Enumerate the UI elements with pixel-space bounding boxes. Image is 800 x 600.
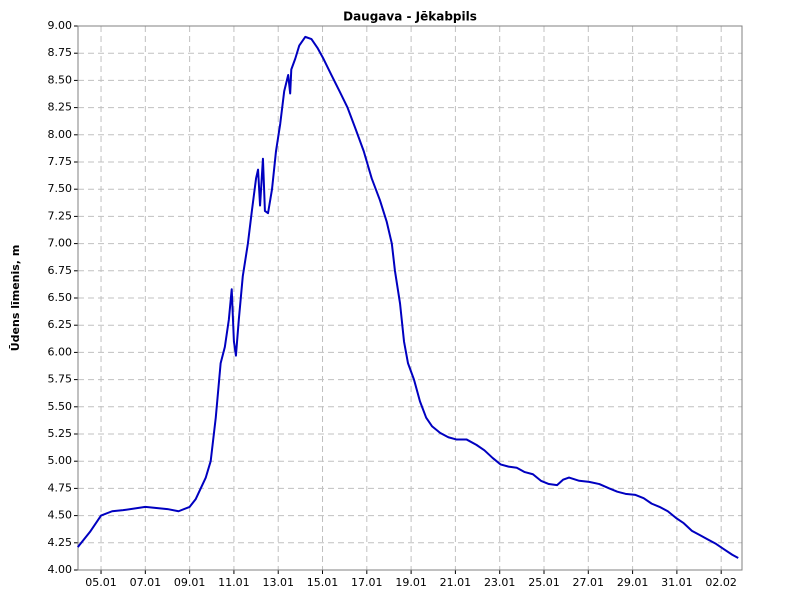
chart-title: Daugava - Jēkabpils — [343, 10, 477, 24]
y-tick-label: 8.75 — [48, 46, 73, 59]
y-tick-label: 6.50 — [48, 291, 73, 304]
x-tick-label: 21.01 — [440, 576, 472, 589]
x-tick-label: 02.02 — [705, 576, 737, 589]
y-tick-label: 5.25 — [48, 427, 73, 440]
y-tick-label: 7.00 — [48, 237, 73, 250]
x-tick-label: 07.01 — [130, 576, 162, 589]
x-tick-label: 31.01 — [661, 576, 693, 589]
x-tick-label: 09.01 — [174, 576, 206, 589]
y-tick-label: 7.75 — [48, 155, 73, 168]
x-tick-label: 13.01 — [262, 576, 294, 589]
y-tick-label: 4.00 — [48, 563, 73, 576]
x-tick-label: 11.01 — [218, 576, 250, 589]
y-tick-label: 7.25 — [48, 209, 73, 222]
plot-frame — [77, 25, 743, 571]
x-tick-label: 23.01 — [484, 576, 516, 589]
y-axis-label: Ūdens līmenis, m — [9, 245, 22, 352]
y-tick-label: 4.25 — [48, 536, 73, 549]
y-tick-label: 4.75 — [48, 481, 73, 494]
x-tick-label: 27.01 — [573, 576, 605, 589]
y-tick-label: 6.75 — [48, 264, 73, 277]
y-tick-label: 7.50 — [48, 182, 73, 195]
y-tick-label: 4.50 — [48, 509, 73, 522]
y-tick-label: 8.50 — [48, 73, 73, 86]
y-tick-label: 5.00 — [48, 454, 73, 467]
x-tick-label: 17.01 — [351, 576, 383, 589]
y-tick-label: 6.00 — [48, 345, 73, 358]
y-tick-label: 5.50 — [48, 400, 73, 413]
y-tick-label: 9.00 — [48, 19, 73, 32]
y-tick-label: 8.25 — [48, 101, 73, 114]
x-tick-label: 05.01 — [85, 576, 117, 589]
x-tick-label: 15.01 — [307, 576, 339, 589]
y-tick-label: 8.00 — [48, 128, 73, 141]
x-tick-label: 19.01 — [395, 576, 427, 589]
data-line — [76, 35, 739, 559]
x-tick-label: 29.01 — [617, 576, 649, 589]
y-tick-label: 6.25 — [48, 318, 73, 331]
y-tick-label: 5.75 — [48, 373, 73, 386]
x-tick-label: 25.01 — [528, 576, 560, 589]
